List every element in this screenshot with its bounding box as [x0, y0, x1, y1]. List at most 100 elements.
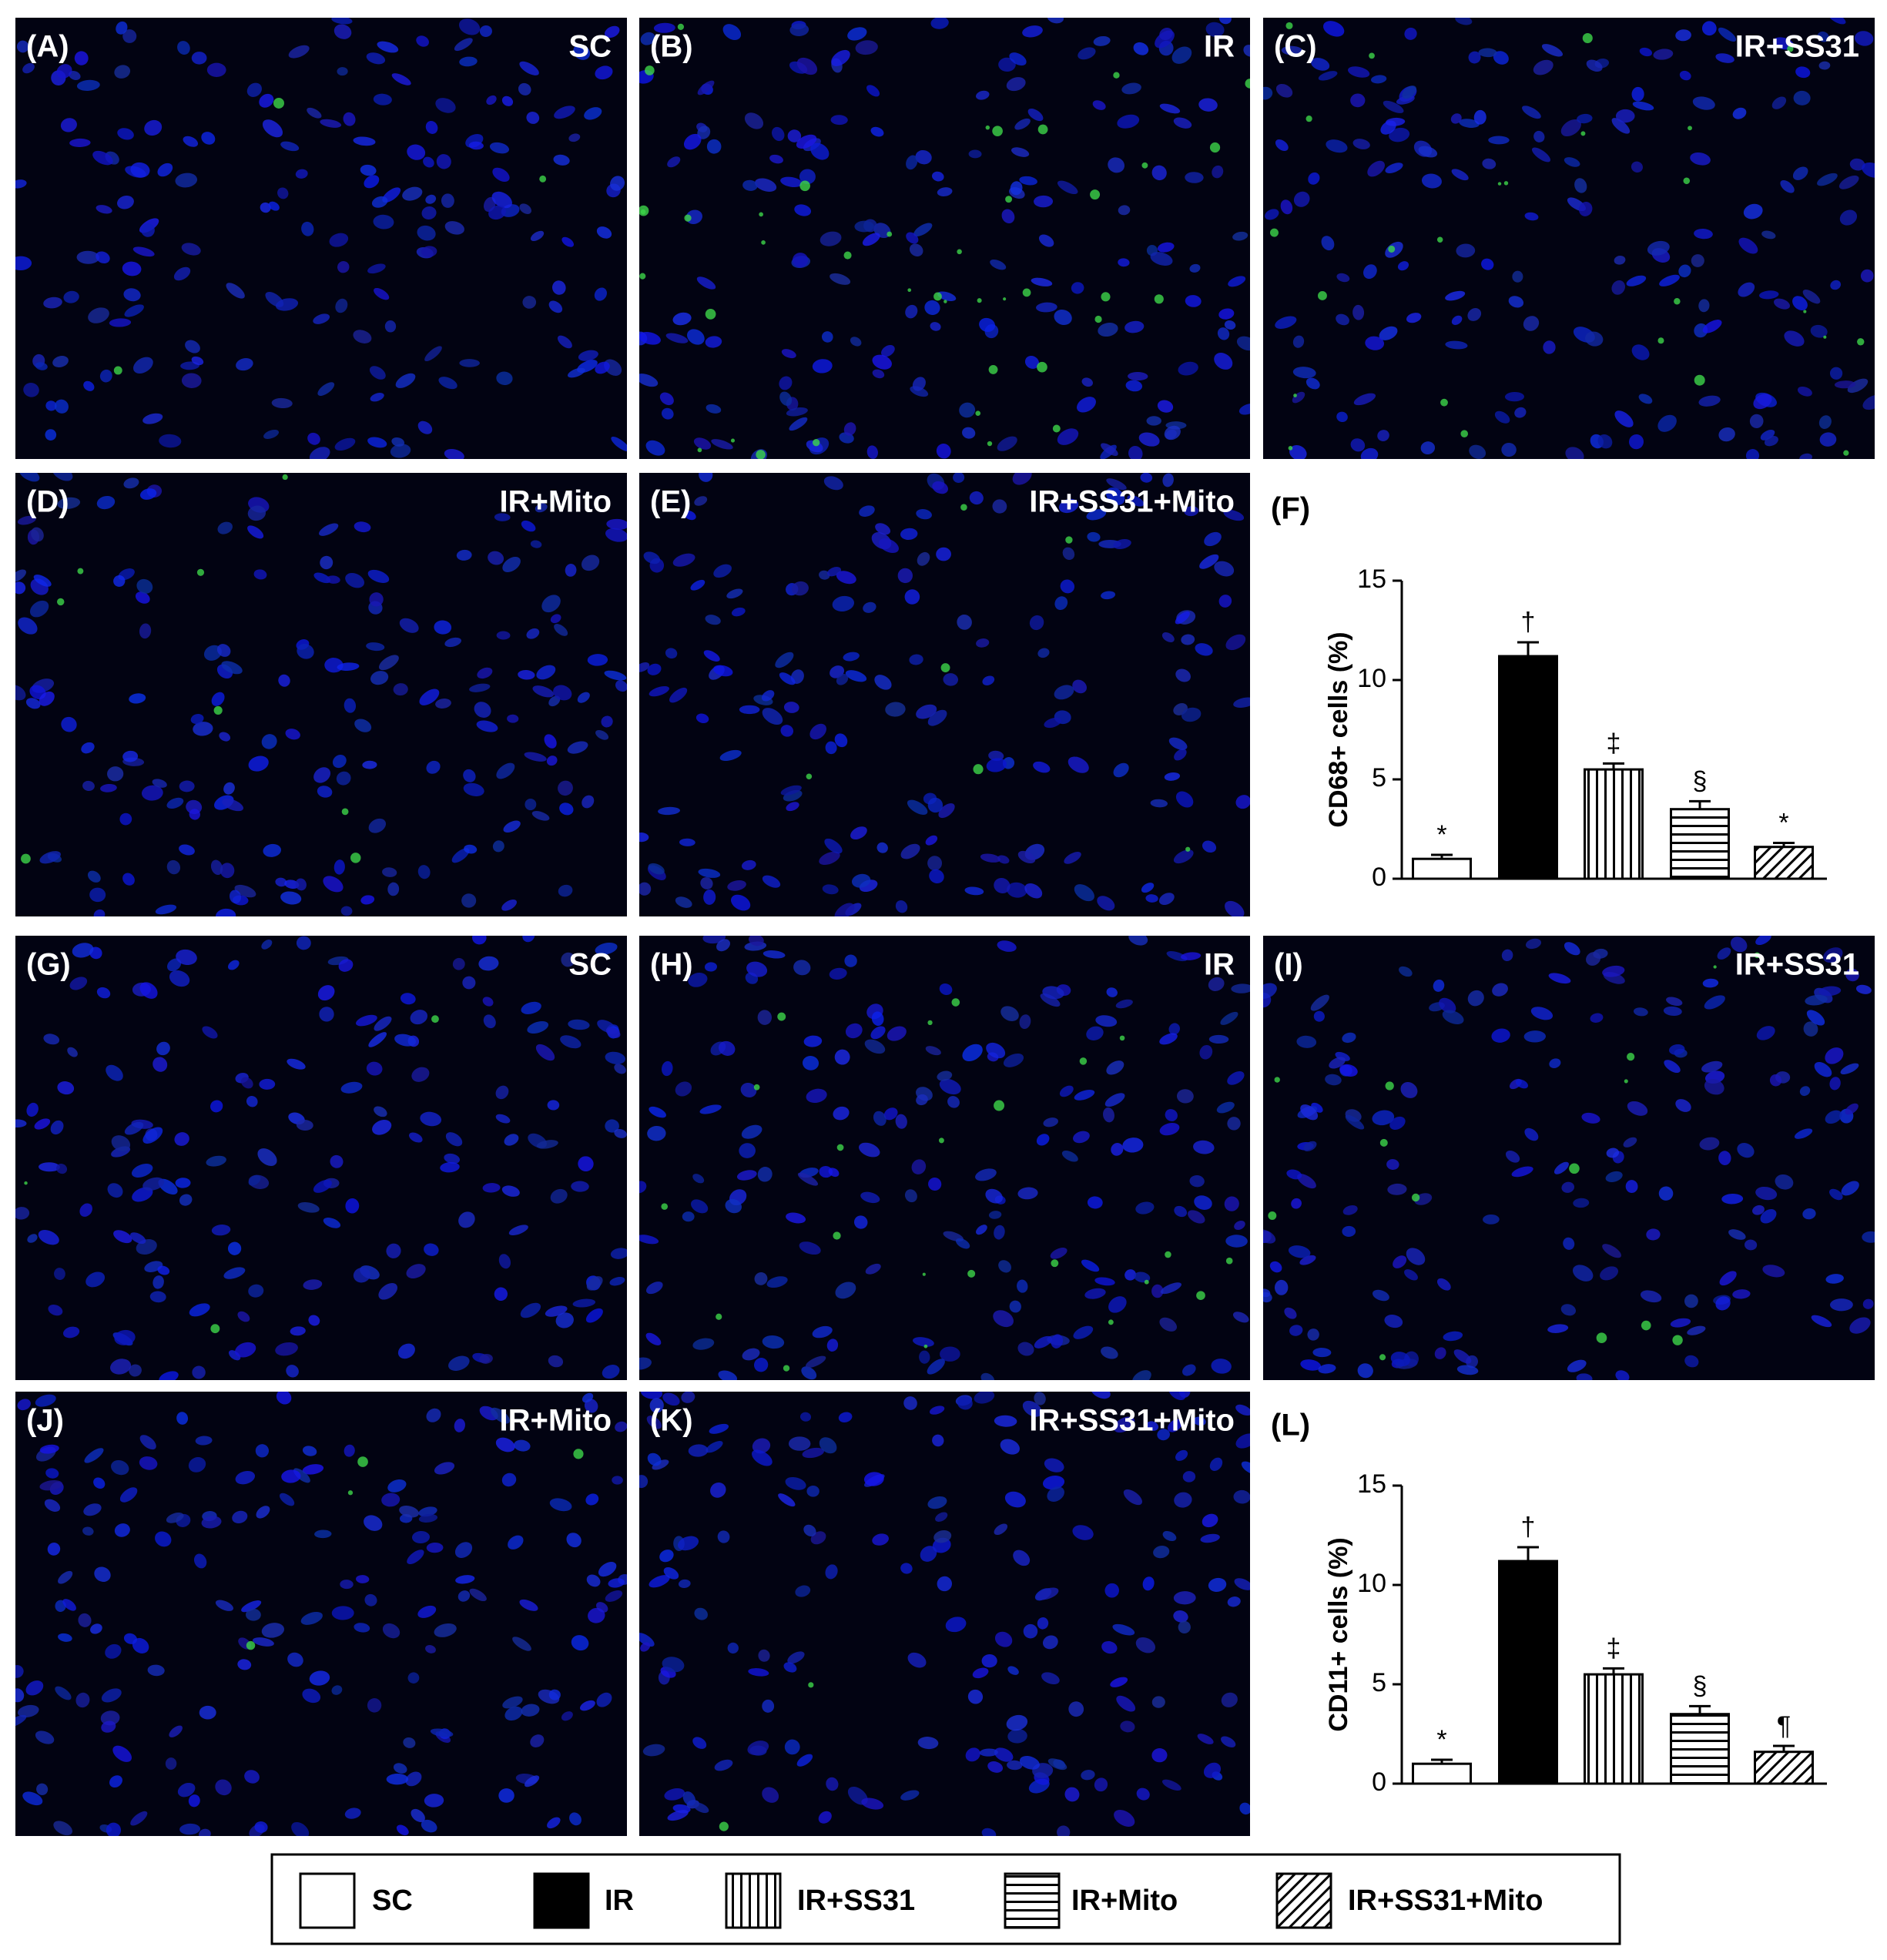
nucleus — [1073, 1131, 1090, 1144]
nucleus — [787, 1651, 805, 1664]
nucleus — [1691, 254, 1704, 267]
stain — [1569, 1163, 1580, 1174]
nucleus — [464, 844, 478, 854]
significance-label: * — [1436, 820, 1446, 849]
nucleus — [262, 119, 283, 138]
nucleus — [937, 1576, 953, 1592]
nucleus — [1560, 119, 1581, 137]
nucleus — [1232, 1312, 1249, 1323]
nucleus — [518, 82, 531, 95]
stain — [645, 65, 655, 75]
nucleus — [463, 769, 476, 782]
nucleus — [369, 592, 384, 607]
nucleus — [1073, 1325, 1094, 1339]
nucleus — [1127, 494, 1145, 507]
nucleus — [548, 1355, 564, 1368]
panel-group: IR+SS31+Mito — [1029, 485, 1235, 519]
nucleus — [275, 298, 299, 311]
nucleus — [1227, 1596, 1241, 1607]
nucleus — [1043, 1117, 1058, 1127]
nucleus — [1468, 51, 1481, 64]
chart-panel-label: (F) — [1271, 492, 1310, 526]
nucleus — [1694, 228, 1713, 240]
nucleus — [344, 698, 357, 713]
nucleus — [1239, 1802, 1250, 1815]
nucleus — [280, 141, 300, 152]
nucleus — [805, 1355, 826, 1368]
nucleus — [1001, 209, 1015, 224]
nucleus — [1280, 199, 1293, 215]
nucleus — [106, 1064, 123, 1081]
nucleus — [1106, 987, 1118, 997]
nucleus — [503, 820, 521, 833]
nucleus — [649, 1398, 664, 1413]
nucleus — [88, 307, 109, 323]
nucleus — [246, 1096, 258, 1107]
stain — [1369, 52, 1375, 59]
nucleus — [1718, 427, 1735, 442]
nucleus — [748, 936, 764, 946]
bar — [1670, 1713, 1730, 1785]
nucleus — [45, 1468, 59, 1479]
nucleus — [639, 1235, 659, 1245]
nucleus — [502, 1696, 523, 1709]
nucleus — [1363, 264, 1377, 280]
nucleus — [1228, 276, 1246, 287]
nucleus — [925, 1046, 941, 1056]
nucleus — [1007, 882, 1027, 898]
nucleus — [368, 1032, 387, 1047]
nucleus — [1017, 850, 1036, 864]
nucleus — [753, 1358, 769, 1372]
nucleus — [129, 1364, 142, 1377]
nucleus — [703, 890, 716, 905]
nucleus — [739, 1143, 756, 1158]
nucleus — [451, 848, 470, 863]
nucleus — [1134, 1271, 1151, 1283]
nucleus — [1161, 1779, 1181, 1791]
nucleus — [1818, 986, 1842, 997]
nucleus — [711, 439, 733, 450]
nucleus — [279, 1493, 295, 1506]
nucleus — [994, 1747, 1014, 1762]
significance-label: † — [1521, 1513, 1536, 1542]
nucleus — [139, 1435, 156, 1450]
nucleus — [1573, 1265, 1594, 1282]
nucleus — [1225, 900, 1245, 916]
nucleus — [659, 392, 674, 406]
nucleus — [472, 936, 487, 945]
nucleus — [876, 842, 888, 853]
nucleus — [1146, 1421, 1159, 1431]
nucleus — [337, 662, 360, 672]
nucleus — [855, 40, 878, 55]
nucleus — [53, 1821, 73, 1836]
nucleus — [302, 1688, 321, 1704]
nucleus — [22, 1791, 43, 1806]
nucleus — [29, 600, 49, 618]
nucleus — [916, 509, 932, 520]
nucleus — [1218, 595, 1232, 608]
y-tick-label: 0 — [1372, 863, 1386, 892]
nucleus — [278, 674, 290, 687]
nucleus — [384, 320, 397, 333]
nucleus — [1840, 1063, 1859, 1075]
nucleus — [424, 1794, 444, 1808]
nucleus — [981, 1828, 997, 1836]
nucleus — [335, 298, 348, 313]
nucleus — [175, 1178, 191, 1188]
bar — [1754, 1751, 1814, 1785]
nucleus — [615, 680, 627, 692]
nucleus — [57, 497, 81, 510]
nucleus — [1348, 66, 1370, 78]
nucleus — [31, 527, 44, 542]
nucleus — [1068, 756, 1089, 773]
nucleus — [672, 312, 692, 326]
nucleus — [253, 569, 267, 580]
nucleus — [1400, 1082, 1418, 1098]
nucleus — [979, 317, 996, 333]
nucleus — [819, 231, 842, 246]
nucleus — [530, 1734, 545, 1747]
nucleus — [610, 1248, 627, 1259]
nucleus — [696, 276, 716, 290]
nucleus — [825, 1564, 838, 1580]
nucleus — [1194, 1195, 1212, 1210]
